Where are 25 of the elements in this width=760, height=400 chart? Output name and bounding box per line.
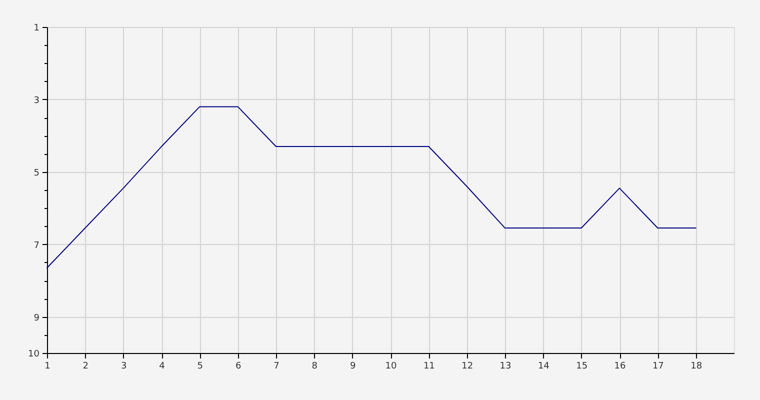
y-tick-label: 9 xyxy=(34,313,40,324)
y-tick-label: 5 xyxy=(34,168,40,178)
x-tick-label: 16 xyxy=(614,362,626,372)
x-tick-label: 1 xyxy=(44,362,50,372)
line-series xyxy=(46,106,696,268)
x-tick-label: 14 xyxy=(538,362,550,372)
x-tick-label: 13 xyxy=(500,362,512,372)
x-tick-label: 15 xyxy=(576,362,588,372)
y-tick-label: 1 xyxy=(34,24,40,34)
x-tick-label: 12 xyxy=(462,362,474,372)
x-tick-label: 18 xyxy=(690,362,702,372)
x-tick-label: 2 xyxy=(82,362,89,372)
x-tick-label: 9 xyxy=(350,362,356,372)
y-tick-label: 10 xyxy=(28,350,40,360)
x-tick-label: 8 xyxy=(312,362,318,372)
x-tick-label: 11 xyxy=(423,362,435,372)
x-tick-label: 7 xyxy=(274,362,280,372)
x-tick-label: 4 xyxy=(159,362,166,372)
x-tick-label: 17 xyxy=(652,362,664,372)
x-tick-label: 10 xyxy=(385,362,397,372)
x-tick-label: 5 xyxy=(197,362,204,372)
y-tick-label: 7 xyxy=(34,240,40,251)
x-tick-label: 6 xyxy=(235,362,242,372)
y-tick-label: 3 xyxy=(34,96,40,106)
x-tick-label: 3 xyxy=(120,362,127,372)
